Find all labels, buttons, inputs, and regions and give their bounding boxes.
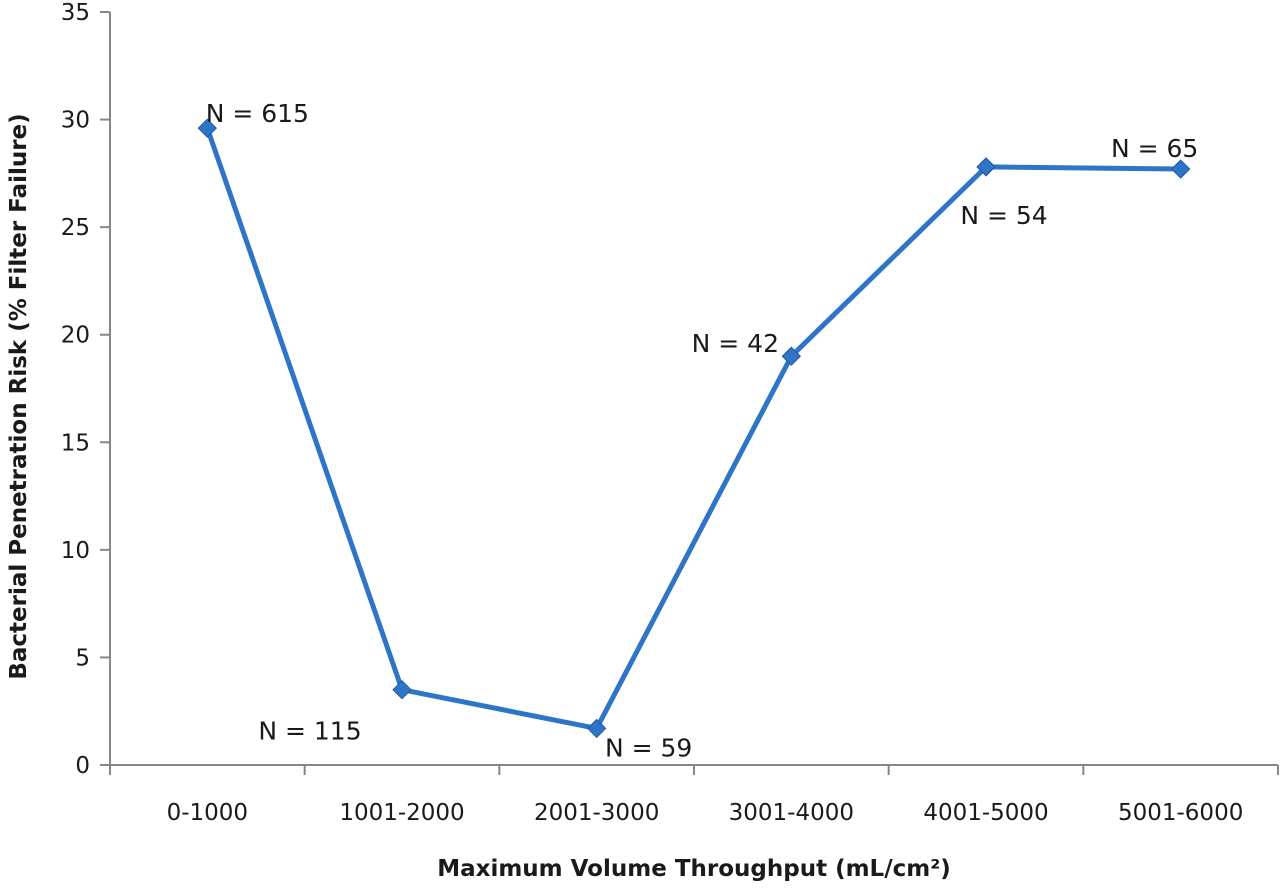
- point-annotation: N = 115: [258, 717, 361, 746]
- x-category-label: 2001-3000: [534, 800, 659, 826]
- y-tick-label: 10: [61, 538, 90, 564]
- series-group: [197, 118, 1191, 739]
- series-line: [204, 127, 1181, 731]
- x-category-label: 3001-4000: [729, 800, 854, 826]
- y-tick-label: 35: [61, 0, 90, 26]
- data-point-marker: [392, 679, 412, 700]
- annotations: N = 615 N = 115 N = 59 N = 42 N = 54 N = 65: [206, 99, 1199, 762]
- y-tick-label: 0: [75, 753, 90, 779]
- data-point-marker: [976, 157, 996, 177]
- x-category-label: 4001-5000: [923, 800, 1048, 826]
- y-tick-label: 25: [61, 215, 90, 241]
- x-axis-title: Maximum Volume Throughput (mL/cm²): [437, 856, 951, 882]
- point-annotation: N = 59: [605, 733, 692, 762]
- x-category-label: 1001-2000: [339, 800, 464, 826]
- point-annotation: N = 54: [960, 201, 1047, 230]
- y-axis-ticks: 0 5 10 15 20 25 30 35: [61, 0, 110, 779]
- x-category-label: 5001-6000: [1118, 800, 1243, 826]
- x-category-label: 0-1000: [167, 800, 248, 826]
- data-point-marker: [586, 718, 607, 739]
- point-annotation: N = 65: [1111, 134, 1198, 163]
- y-tick-label: 20: [61, 323, 90, 349]
- data-point-marker: [781, 346, 802, 366]
- data-point-marker: [1170, 159, 1191, 179]
- y-axis-title: Bacterial Penetration Risk (% Filter Fai…: [6, 113, 32, 679]
- point-annotation: N = 615: [206, 99, 309, 128]
- y-tick-label: 15: [61, 430, 90, 456]
- point-annotation: N = 42: [692, 329, 779, 358]
- y-tick-label: 5: [75, 645, 90, 671]
- data-point-marker: [197, 118, 218, 138]
- y-tick-label: 30: [61, 108, 90, 134]
- x-axis-ticks: 0-1000 1001-2000 2001-3000 3001-4000 4001-50…: [109, 765, 1279, 826]
